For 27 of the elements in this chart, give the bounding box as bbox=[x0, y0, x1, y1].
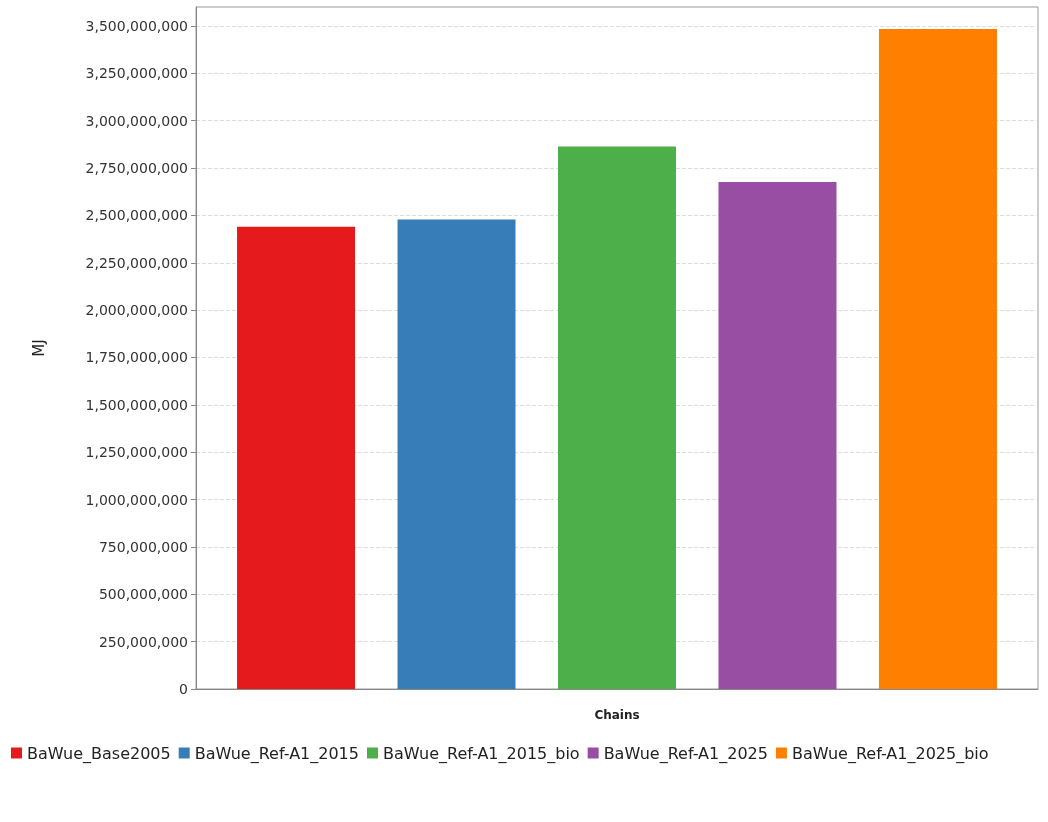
legend-label: BaWue_Ref-A1_2015 bbox=[194, 743, 359, 764]
y-tick-label: 2,250,000,000 bbox=[85, 254, 188, 271]
y-tick-label: 1,250,000,000 bbox=[85, 444, 188, 461]
y-tick-label: 2,000,000,000 bbox=[85, 302, 188, 319]
y-tick-label: 1,500,000,000 bbox=[85, 396, 188, 413]
y-tick-label: 2,750,000,000 bbox=[85, 160, 188, 177]
y-tick-label: 1,750,000,000 bbox=[85, 349, 188, 366]
y-tick-label: 3,250,000,000 bbox=[85, 65, 188, 82]
y-tick-label: 0 bbox=[179, 681, 188, 697]
bar bbox=[558, 146, 676, 689]
bar bbox=[878, 28, 997, 689]
bar bbox=[397, 219, 516, 689]
y-tick-label: 3,500,000,000 bbox=[85, 17, 188, 34]
y-tick-label: 750,000,000 bbox=[98, 538, 188, 555]
y-tick-label: 3,000,000,000 bbox=[85, 112, 188, 129]
bar bbox=[718, 182, 837, 689]
legend-label: BaWue_Ref-A1_2025_bio bbox=[791, 743, 989, 764]
bar bbox=[237, 226, 356, 689]
legend-label: BaWue_Base2005 bbox=[27, 743, 171, 764]
legend-label: BaWue_Ref-A1_2025 bbox=[603, 743, 768, 764]
x-axis-title: Chains bbox=[594, 708, 640, 722]
y-tick-label: 1,000,000,000 bbox=[85, 491, 188, 508]
y-tick-label: 2,500,000,000 bbox=[85, 207, 188, 224]
y-tick-label: 500,000,000 bbox=[98, 586, 188, 603]
y-tick-label: 250,000,000 bbox=[98, 633, 188, 650]
legend-label: BaWue_Ref-A1_2015_bio bbox=[382, 743, 580, 764]
y-axis-title: MJ bbox=[29, 339, 48, 357]
